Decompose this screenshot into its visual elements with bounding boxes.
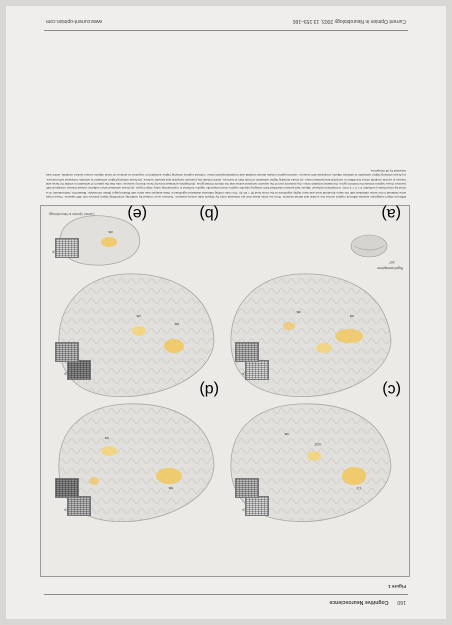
region-tag: VOT [314, 442, 321, 446]
region-tag: ots [136, 314, 141, 318]
panel-label-b: (b) [199, 205, 219, 222]
region-tag: ots [284, 432, 289, 436]
brain-panel-a [230, 273, 392, 398]
brain-panel-d [58, 403, 215, 523]
texture-thumbnail [55, 342, 79, 362]
compare-symbol: > [64, 370, 67, 376]
region-tag: ots [108, 230, 113, 234]
brain-panel-c [230, 403, 392, 523]
section-title: Cognitive Neuroscience [329, 599, 389, 605]
compare-symbol: > [64, 506, 67, 512]
subject-label: JHT [388, 260, 395, 264]
stimulus-thumbnail [245, 496, 269, 516]
region-tag: sts [349, 314, 354, 318]
region-tag: ots [296, 310, 301, 314]
panel-label-e: (e) [127, 205, 147, 222]
website-footer: www.current-opinion.com [46, 18, 103, 24]
figure-label: Figure 1 [388, 584, 406, 589]
stimulus-thumbnail [67, 360, 91, 380]
brain-panel-e [59, 215, 140, 266]
stimulus-thumbnail [67, 496, 91, 516]
footer-rule [44, 30, 408, 31]
region-tag: sts [174, 322, 179, 326]
compare-symbol: > [242, 506, 245, 512]
figure-credit: Current Opinion in Neurobiology [49, 212, 95, 216]
compare-symbol: > [52, 248, 55, 254]
region-tag: sts [168, 486, 173, 490]
stimulus-thumbnail [245, 360, 269, 380]
region-tag: LO [356, 486, 361, 490]
texture-thumbnail [55, 478, 79, 498]
header-rule [44, 594, 408, 595]
panel-label-c: (c) [382, 381, 401, 398]
journal-footer: Current Opinion in Neurobiology 2003, 13… [292, 18, 406, 24]
texture-thumbnail [235, 478, 259, 498]
panel-label-d: (d) [199, 381, 219, 398]
brain-figure [58, 215, 392, 523]
texture-thumbnail [235, 342, 259, 362]
figure-caption: Different object categories activate dif… [46, 168, 406, 199]
compare-symbol: > [242, 370, 245, 376]
hemisphere-icon [350, 234, 388, 258]
hemisphere-label: Right hemisphere [377, 266, 403, 270]
page-number: 160 [397, 599, 406, 605]
stimulus-thumbnail [55, 238, 79, 258]
panel-label-a: (a) [381, 205, 401, 222]
page-header-left: 160 Cognitive Neuroscience [329, 599, 406, 605]
figure-panel-box: (a) (b) (c) (d) (e) Right hemisphere JHT… [40, 205, 410, 577]
journal-page: 160 Cognitive Neuroscience Figure 1 [6, 6, 446, 619]
brain-panel-b [58, 273, 215, 398]
region-tag: sts [104, 436, 109, 440]
